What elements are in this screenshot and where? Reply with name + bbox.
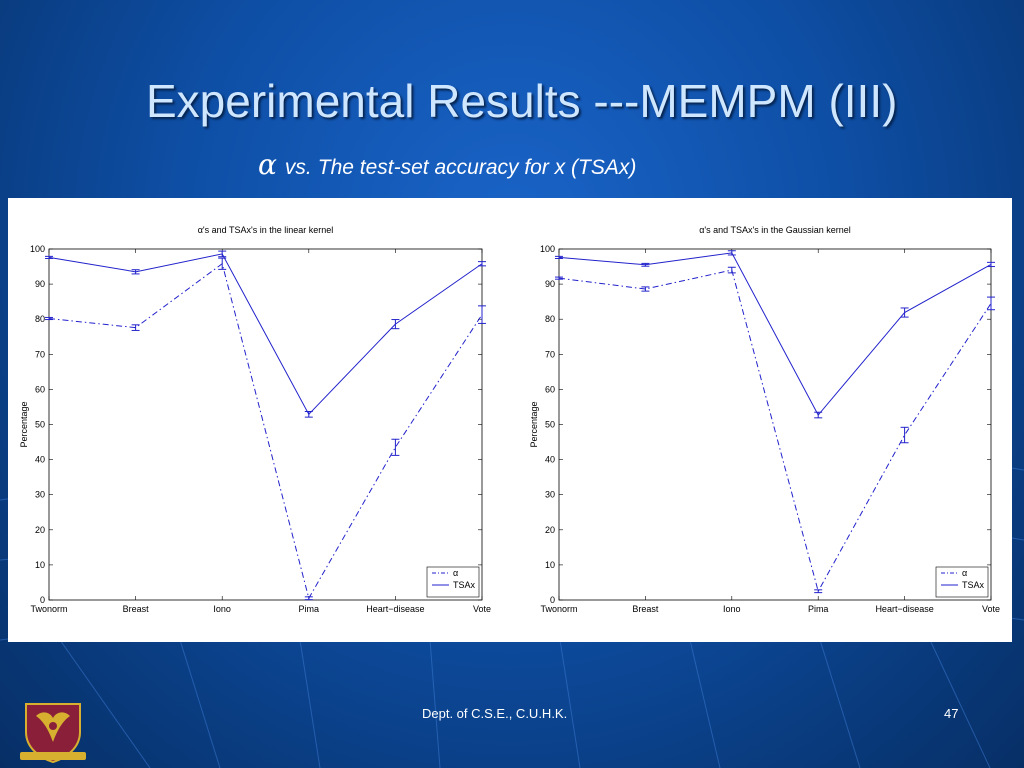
- y-tick-label: 50: [545, 420, 555, 430]
- y-tick-label: 90: [545, 279, 555, 289]
- error-bar: [641, 262, 650, 267]
- y-tick-label: 90: [35, 279, 45, 289]
- error-bar: [555, 276, 563, 280]
- series-line-alpha: [48, 262, 483, 600]
- error-bar: [45, 316, 53, 321]
- error-bar: [131, 269, 140, 275]
- y-tick-label: 100: [540, 244, 555, 254]
- y-tick-label: 0: [40, 595, 45, 605]
- error-bar: [218, 250, 227, 258]
- footer-text: Dept. of C.S.E., C.U.H.K.: [422, 706, 568, 721]
- chart-2: α's and TSAx's in the Gaussian kernel 0 10…: [529, 225, 1000, 614]
- legend: α TSAx: [935, 566, 989, 598]
- chart-title: α's and TSAx's in the Gaussian kernel: [699, 225, 851, 235]
- y-axis-label: Percentage: [529, 401, 539, 447]
- error-bar: [304, 596, 313, 601]
- x-tick-label: Heart−disease: [366, 604, 424, 614]
- x-tick-label: Vote: [982, 604, 1000, 614]
- legend-label: α: [453, 568, 458, 578]
- error-bar: [900, 426, 909, 444]
- error-bar: [478, 261, 486, 267]
- subtitle-vs: vs.: [284, 156, 312, 179]
- plot-frame: [48, 248, 483, 601]
- y-tick-label: 50: [35, 420, 45, 430]
- legend-label: TSAx: [962, 580, 985, 590]
- y-tick-label: 100: [30, 244, 45, 254]
- y-tick-label: 20: [35, 525, 45, 535]
- error-bar: [727, 266, 736, 274]
- error-bar: [641, 286, 650, 292]
- series-line-tsax: [558, 252, 992, 416]
- y-tick-label: 10: [545, 560, 555, 570]
- error-bar: [900, 307, 909, 318]
- page-number: 47: [944, 706, 959, 721]
- y-tick-label: 70: [545, 349, 555, 359]
- x-tick-label: Iono: [213, 604, 231, 614]
- y-tick-label: 70: [35, 349, 45, 359]
- x-tick-label: Pima: [808, 604, 829, 614]
- error-bar: [814, 411, 823, 419]
- error-bar: [478, 305, 486, 324]
- cuhk-crest-icon: [20, 703, 86, 764]
- series-line-alpha: [558, 269, 992, 593]
- error-bar: [131, 324, 140, 331]
- error-bar: [391, 319, 400, 330]
- subtitle-text: The test-set accuracy for x (TSAx): [317, 156, 637, 179]
- y-tick-label: 30: [35, 490, 45, 500]
- y-tick-label: 80: [545, 314, 555, 324]
- legend-box: [935, 566, 989, 598]
- error-bar: [727, 250, 736, 256]
- legend-box: [426, 566, 480, 598]
- plot-frame: [558, 248, 992, 601]
- x-tick-label: Twonorm: [30, 604, 67, 614]
- slide-title: Experimental Results ---MEMPM (III): [146, 75, 898, 127]
- error-bar: [555, 255, 563, 259]
- y-tick-label: 40: [545, 455, 555, 465]
- y-tick-label: 20: [545, 525, 555, 535]
- x-tick-label: Vote: [473, 604, 491, 614]
- legend-label: TSAx: [453, 580, 476, 590]
- y-tick-label: 60: [35, 384, 45, 394]
- slide-subtitle: α vs. The test-set accuracy for x (TSAx): [258, 148, 636, 181]
- y-tick-label: 10: [35, 560, 45, 570]
- error-bar: [814, 589, 823, 594]
- x-tick-label: Pima: [299, 604, 320, 614]
- error-bar: [45, 255, 53, 259]
- legend: α TSAx: [426, 566, 480, 598]
- chart-1: α's and TSAx's in the linear kernel 0 10 20…: [19, 225, 491, 614]
- chart-title: α's and TSAx's in the linear kernel: [198, 225, 334, 235]
- charts-canvas: α's and TSAx's in the linear kernel 0 10 20…: [19, 225, 1000, 614]
- series-line-tsax: [48, 253, 483, 416]
- legend-label: α: [962, 568, 967, 578]
- y-tick-label: 60: [545, 384, 555, 394]
- error-bar: [391, 438, 400, 456]
- error-bar: [304, 411, 313, 418]
- x-tick-label: Twonorm: [540, 604, 577, 614]
- x-tick-label: Iono: [723, 604, 741, 614]
- y-tick-label: 0: [550, 595, 555, 605]
- y-tick-label: 40: [35, 455, 45, 465]
- y-tick-label: 30: [545, 490, 555, 500]
- x-tick-label: Heart−disease: [875, 604, 933, 614]
- figure-panel: α's and TSAx's in the linear kernel 0 10 20…: [8, 198, 1012, 642]
- y-tick-label: 80: [35, 314, 45, 324]
- x-tick-label: Breast: [632, 604, 659, 614]
- alpha-symbol: α: [258, 148, 277, 181]
- x-tick-label: Breast: [123, 604, 150, 614]
- error-bar: [987, 296, 995, 311]
- error-bar: [987, 261, 995, 268]
- y-axis-label: Percentage: [19, 401, 29, 447]
